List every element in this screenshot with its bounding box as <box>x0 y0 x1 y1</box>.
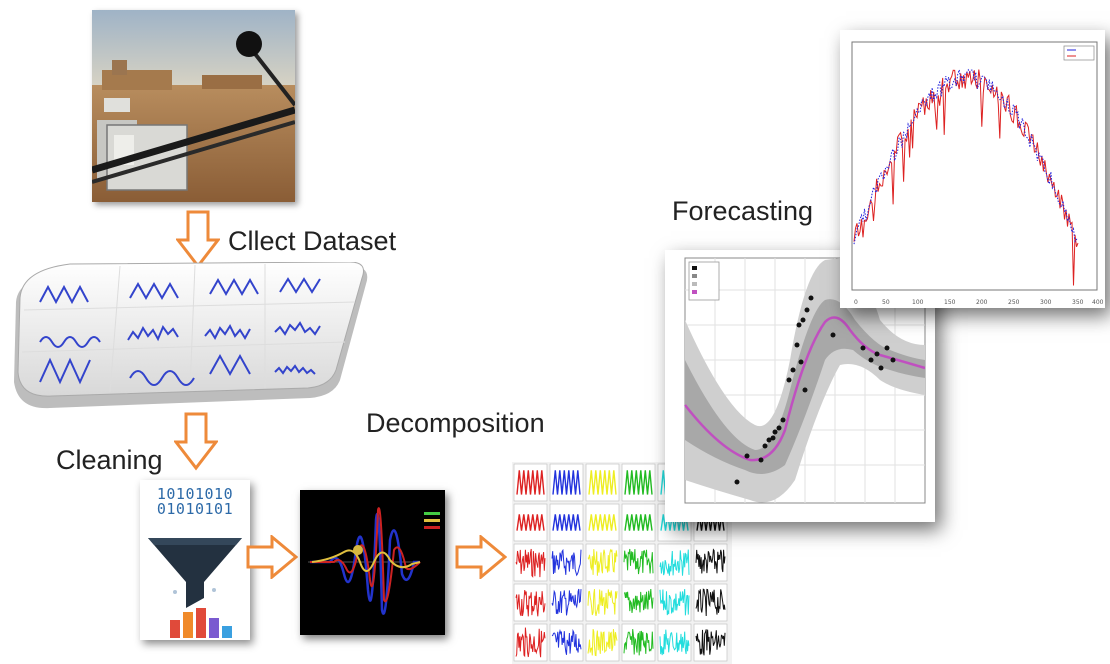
forecast-blue-line <box>853 68 1079 245</box>
decomp-signal <box>623 629 654 656</box>
binary-text: 10101010 01010101 <box>150 487 240 517</box>
dataset-plot-grid <box>10 262 376 412</box>
decomp-signal <box>695 548 726 574</box>
decomp-signal <box>696 514 725 531</box>
x-tick: 250 <box>1008 299 1020 306</box>
cleaning-label: Cleaning <box>56 445 163 475</box>
x-tick: 50 <box>882 299 890 306</box>
decomp-signal <box>551 588 582 616</box>
decomp-cell <box>513 503 548 542</box>
decomp-signal <box>551 548 582 577</box>
x-tick: 350 <box>1072 299 1084 306</box>
decomp-signal <box>659 589 690 616</box>
decomp-signal <box>624 514 653 531</box>
binary-row-2: 01010101 <box>156 500 234 518</box>
x-tick: 0 <box>854 299 858 306</box>
arrow-right-icon <box>455 535 507 579</box>
decomp-cell <box>549 503 584 542</box>
decomp-signal <box>552 470 581 495</box>
decomp-cell <box>585 463 620 502</box>
decomp-signal <box>660 514 689 531</box>
decomp-signal <box>516 470 545 495</box>
decomp-signal <box>551 628 582 655</box>
decomp-signal <box>695 629 726 656</box>
decomp-signal <box>587 589 618 616</box>
decomp-signal <box>515 548 546 578</box>
decomp-signal <box>515 627 546 658</box>
decomp-cell <box>549 623 584 662</box>
decomposition-grid <box>512 462 732 664</box>
decomp-signal <box>552 514 581 531</box>
decomp-signal <box>588 514 617 531</box>
decomp-cell <box>549 583 584 622</box>
wavelet-plot <box>300 490 445 635</box>
funnel-icon <box>140 480 250 640</box>
decomp-cell <box>621 463 656 502</box>
decomp-cell <box>549 463 584 502</box>
binary-row-1: 10101010 <box>156 485 234 503</box>
x-tick: 200 <box>976 299 988 306</box>
decomp-signal <box>624 470 653 495</box>
decomp-signal <box>588 470 617 495</box>
decomp-signal <box>587 548 618 576</box>
decomp-cell <box>513 463 548 502</box>
decomp-cell <box>693 583 728 622</box>
x-tick: 150 <box>944 299 956 306</box>
forecast-line-plot: 0 50 100 150 200 250 300 350 400 <box>840 30 1105 308</box>
x-tick: 300 <box>1040 299 1052 306</box>
decomp-signal <box>695 588 726 617</box>
decomp-signal <box>623 548 654 575</box>
arrow-right-icon <box>246 535 298 579</box>
decomp-signal <box>659 629 690 656</box>
decomp-cell <box>621 503 656 542</box>
forecast-red-line <box>853 69 1079 286</box>
forecasting-label: Forecasting <box>672 196 814 226</box>
decomp-signal <box>516 514 545 531</box>
decomp-signal <box>623 588 654 614</box>
decomp-signal <box>515 590 546 617</box>
decomp-signal <box>587 628 618 657</box>
collect-dataset-label: Cllect Dataset <box>228 226 397 256</box>
arrow-down-icon <box>176 210 220 270</box>
decomposition-label: Decomposition <box>366 408 545 438</box>
decomp-signal <box>659 549 690 576</box>
weather-station-photo <box>92 10 295 202</box>
x-tick: 100 <box>912 299 924 306</box>
x-tick: 400 <box>1092 299 1104 306</box>
arrow-down-icon <box>174 412 218 472</box>
decomp-cell <box>657 623 692 662</box>
decomp-cell <box>585 503 620 542</box>
